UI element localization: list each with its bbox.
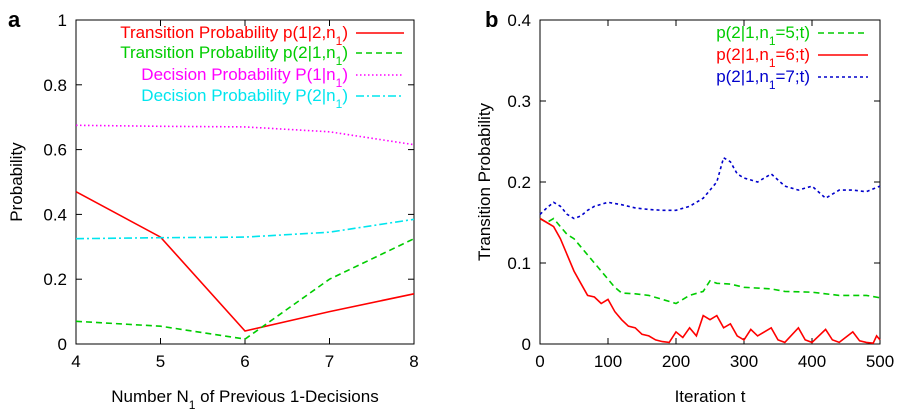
legend-a-3-sub: 1 [336,76,343,90]
legend-b-1-sub: 1 [769,34,776,48]
panel-a-ylabel: Probability [7,142,26,222]
panel-b-xtick-label: 400 [798,352,826,371]
panel-a-xtick-label: 7 [325,352,334,371]
legend-a-4-prefix: Decision Probability P(2|n [141,86,335,105]
panel-a-series-line-2 [75,237,415,340]
legend-b-3-suffix: =7;t) [776,67,811,86]
panel-a-xlabel: Number N1 of Previous 1-Decisions [111,387,378,412]
legend-b-2-suffix: =6;t) [776,45,811,64]
panel-a-ytick-label: 0.4 [43,205,67,224]
panel-a-ytick-label: 0 [58,335,67,354]
panel-a-series-line-1 [75,190,415,332]
legend-a-4-sub: 1 [336,97,343,111]
panel-b-letter: b [485,7,498,32]
panel-a-xlabel-sub: 1 [189,398,196,412]
panel-a-xtick-label: 8 [409,352,418,371]
legend-a-3-prefix: Decision Probability P(1|n [141,65,335,84]
panel-a-xtick-label: 4 [71,352,80,371]
legend-b-2-sub: 1 [769,56,776,70]
legend-a-1-sub: 1 [336,34,343,48]
panel-a-ytick-label: 0.6 [43,141,67,160]
panel-b-xtick-label: 300 [730,352,758,371]
panel-b-ticks: 0 100 200 300 400 500 0 0.1 0.2 0.3 0.4 [507,11,894,371]
panel-a-ytick-label: 0.2 [43,270,67,289]
panel-b-ytick-label: 0 [522,335,531,354]
legend-a-2-sub: 1 [336,54,343,68]
legend-b-1-label: p(2|1,n1=5;t) [716,23,810,48]
legend-a-3-suffix: ) [342,65,348,84]
legend-a-2-prefix: Transition Probability p(2|1,n [120,43,335,62]
panel-b-ylabel: Transition Probability [475,102,494,261]
legend-a-1-label: Transition Probability p(1|2,n1) [120,23,348,48]
legend-b-2-label: p(2|1,n1=6;t) [716,45,810,70]
panel-b-xlabel-prefix: Iteration t [675,387,746,406]
panel-b-xtick-label: 500 [866,352,894,371]
panel-b-series-line-1 [539,217,881,305]
legend-a-1-prefix: Transition Probability p(1|2,n [120,23,335,42]
panel-b-series-line-2 [539,217,881,345]
panel-b-lines [539,156,881,345]
panel-b-xtick-label: 100 [594,352,622,371]
panel-b-xtick-label: 0 [535,352,544,371]
panel-a-legend: Transition Probability p(1|2,n1) Transit… [120,23,404,111]
legend-a-2-suffix: ) [342,43,348,62]
panel-b-ytick-label: 0.2 [507,173,531,192]
panel-b-ytick-label: 0.3 [507,92,531,111]
legend-b-3-label: p(2|1,n1=7;t) [716,67,810,92]
legend-a-3-label: Decision Probability P(1|n1) [141,65,348,90]
panel-a-series-line-4 [75,218,415,240]
legend-a-1-suffix: ) [342,23,348,42]
panel-a-xlabel-suffix: of Previous 1-Decisions [195,387,378,406]
legend-b-2-prefix: p(2|1,n [716,45,769,64]
panel-b-legend: p(2|1,n1=5;t) p(2|1,n1=6;t) p(2|1,n1=7;t… [716,23,868,92]
legend-a-2-label: Transition Probability p(2|1,n1) [120,43,348,68]
panel-b-ytick-label: 0.4 [507,11,531,30]
panel-b-xtick-label: 200 [662,352,690,371]
legend-b-1-suffix: =5;t) [776,23,811,42]
panel-a-xtick-label: 5 [156,352,165,371]
panel-a-xlabel-prefix: Number N [111,387,188,406]
legend-b-3-sub: 1 [769,78,776,92]
panel-a-lines [75,124,415,340]
legend-b-3-prefix: p(2|1,n [716,67,769,86]
panel-a: a 4 5 6 7 8 0 0.2 0.4 0.6 0.8 1 Probability Number… [7,7,419,412]
panel-a-ticks: 4 5 6 7 8 0 0.2 0.4 0.6 0.8 1 [43,11,418,371]
panel-b: b 0 100 200 300 400 500 0 0.1 0.2 0.3 0.4 Transiti… [475,7,894,406]
panel-a-xtick-label: 6 [240,352,249,371]
panel-a-ytick-label: 1 [58,11,67,30]
panel-a-series-line-3 [75,124,415,146]
legend-b-1-prefix: p(2|1,n [716,23,769,42]
panel-b-series-line-3 [539,156,881,220]
legend-a-4-label: Decision Probability P(2|n1) [141,86,348,111]
panel-a-letter: a [8,7,21,32]
legend-a-4-suffix: ) [342,86,348,105]
panel-b-xlabel: Iteration t [675,387,746,406]
panel-b-ytick-label: 0.1 [507,254,531,273]
panel-a-ytick-label: 0.8 [43,76,67,95]
